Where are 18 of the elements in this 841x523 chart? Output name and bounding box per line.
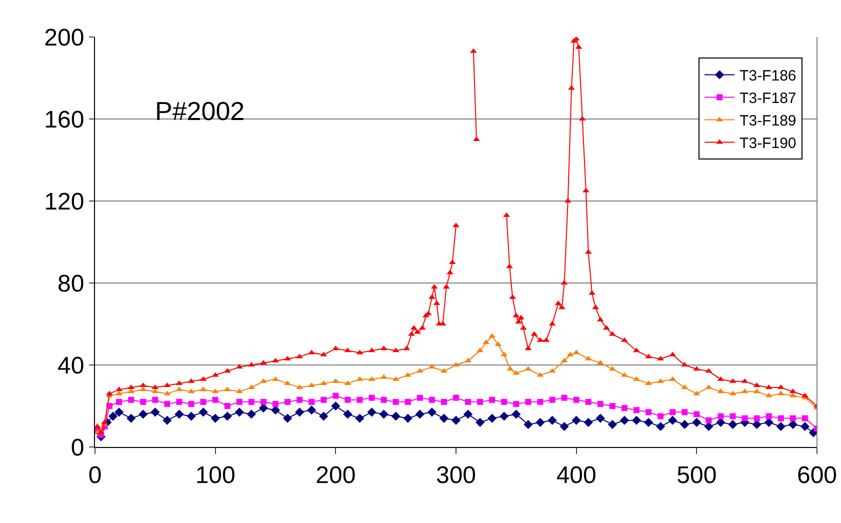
x-tick-label: 0 — [88, 462, 102, 489]
legend-label: T3-F186 — [740, 68, 796, 85]
legend-label: T3-F187 — [740, 90, 796, 108]
y-tick-label: 0 — [70, 434, 84, 462]
legend-label: T3-F189 — [740, 112, 796, 130]
annotation: P#2002 — [155, 96, 245, 126]
x-tick-label: 100 — [195, 462, 236, 489]
x-tick-label: 500 — [676, 462, 717, 489]
x-tick-label: 300 — [436, 462, 476, 489]
y-tick-label: 120 — [44, 188, 84, 216]
legend-label: T3-F190 — [740, 135, 796, 152]
y-tick-label: 160 — [44, 106, 84, 134]
x-tick-label: 400 — [556, 462, 596, 489]
y-tick-label: 80 — [57, 270, 84, 298]
y-tick-label: 200 — [44, 24, 84, 52]
x-tick-label: 600 — [796, 462, 838, 489]
x-tick-label: 200 — [316, 462, 356, 489]
y-tick-label: 40 — [57, 352, 84, 380]
